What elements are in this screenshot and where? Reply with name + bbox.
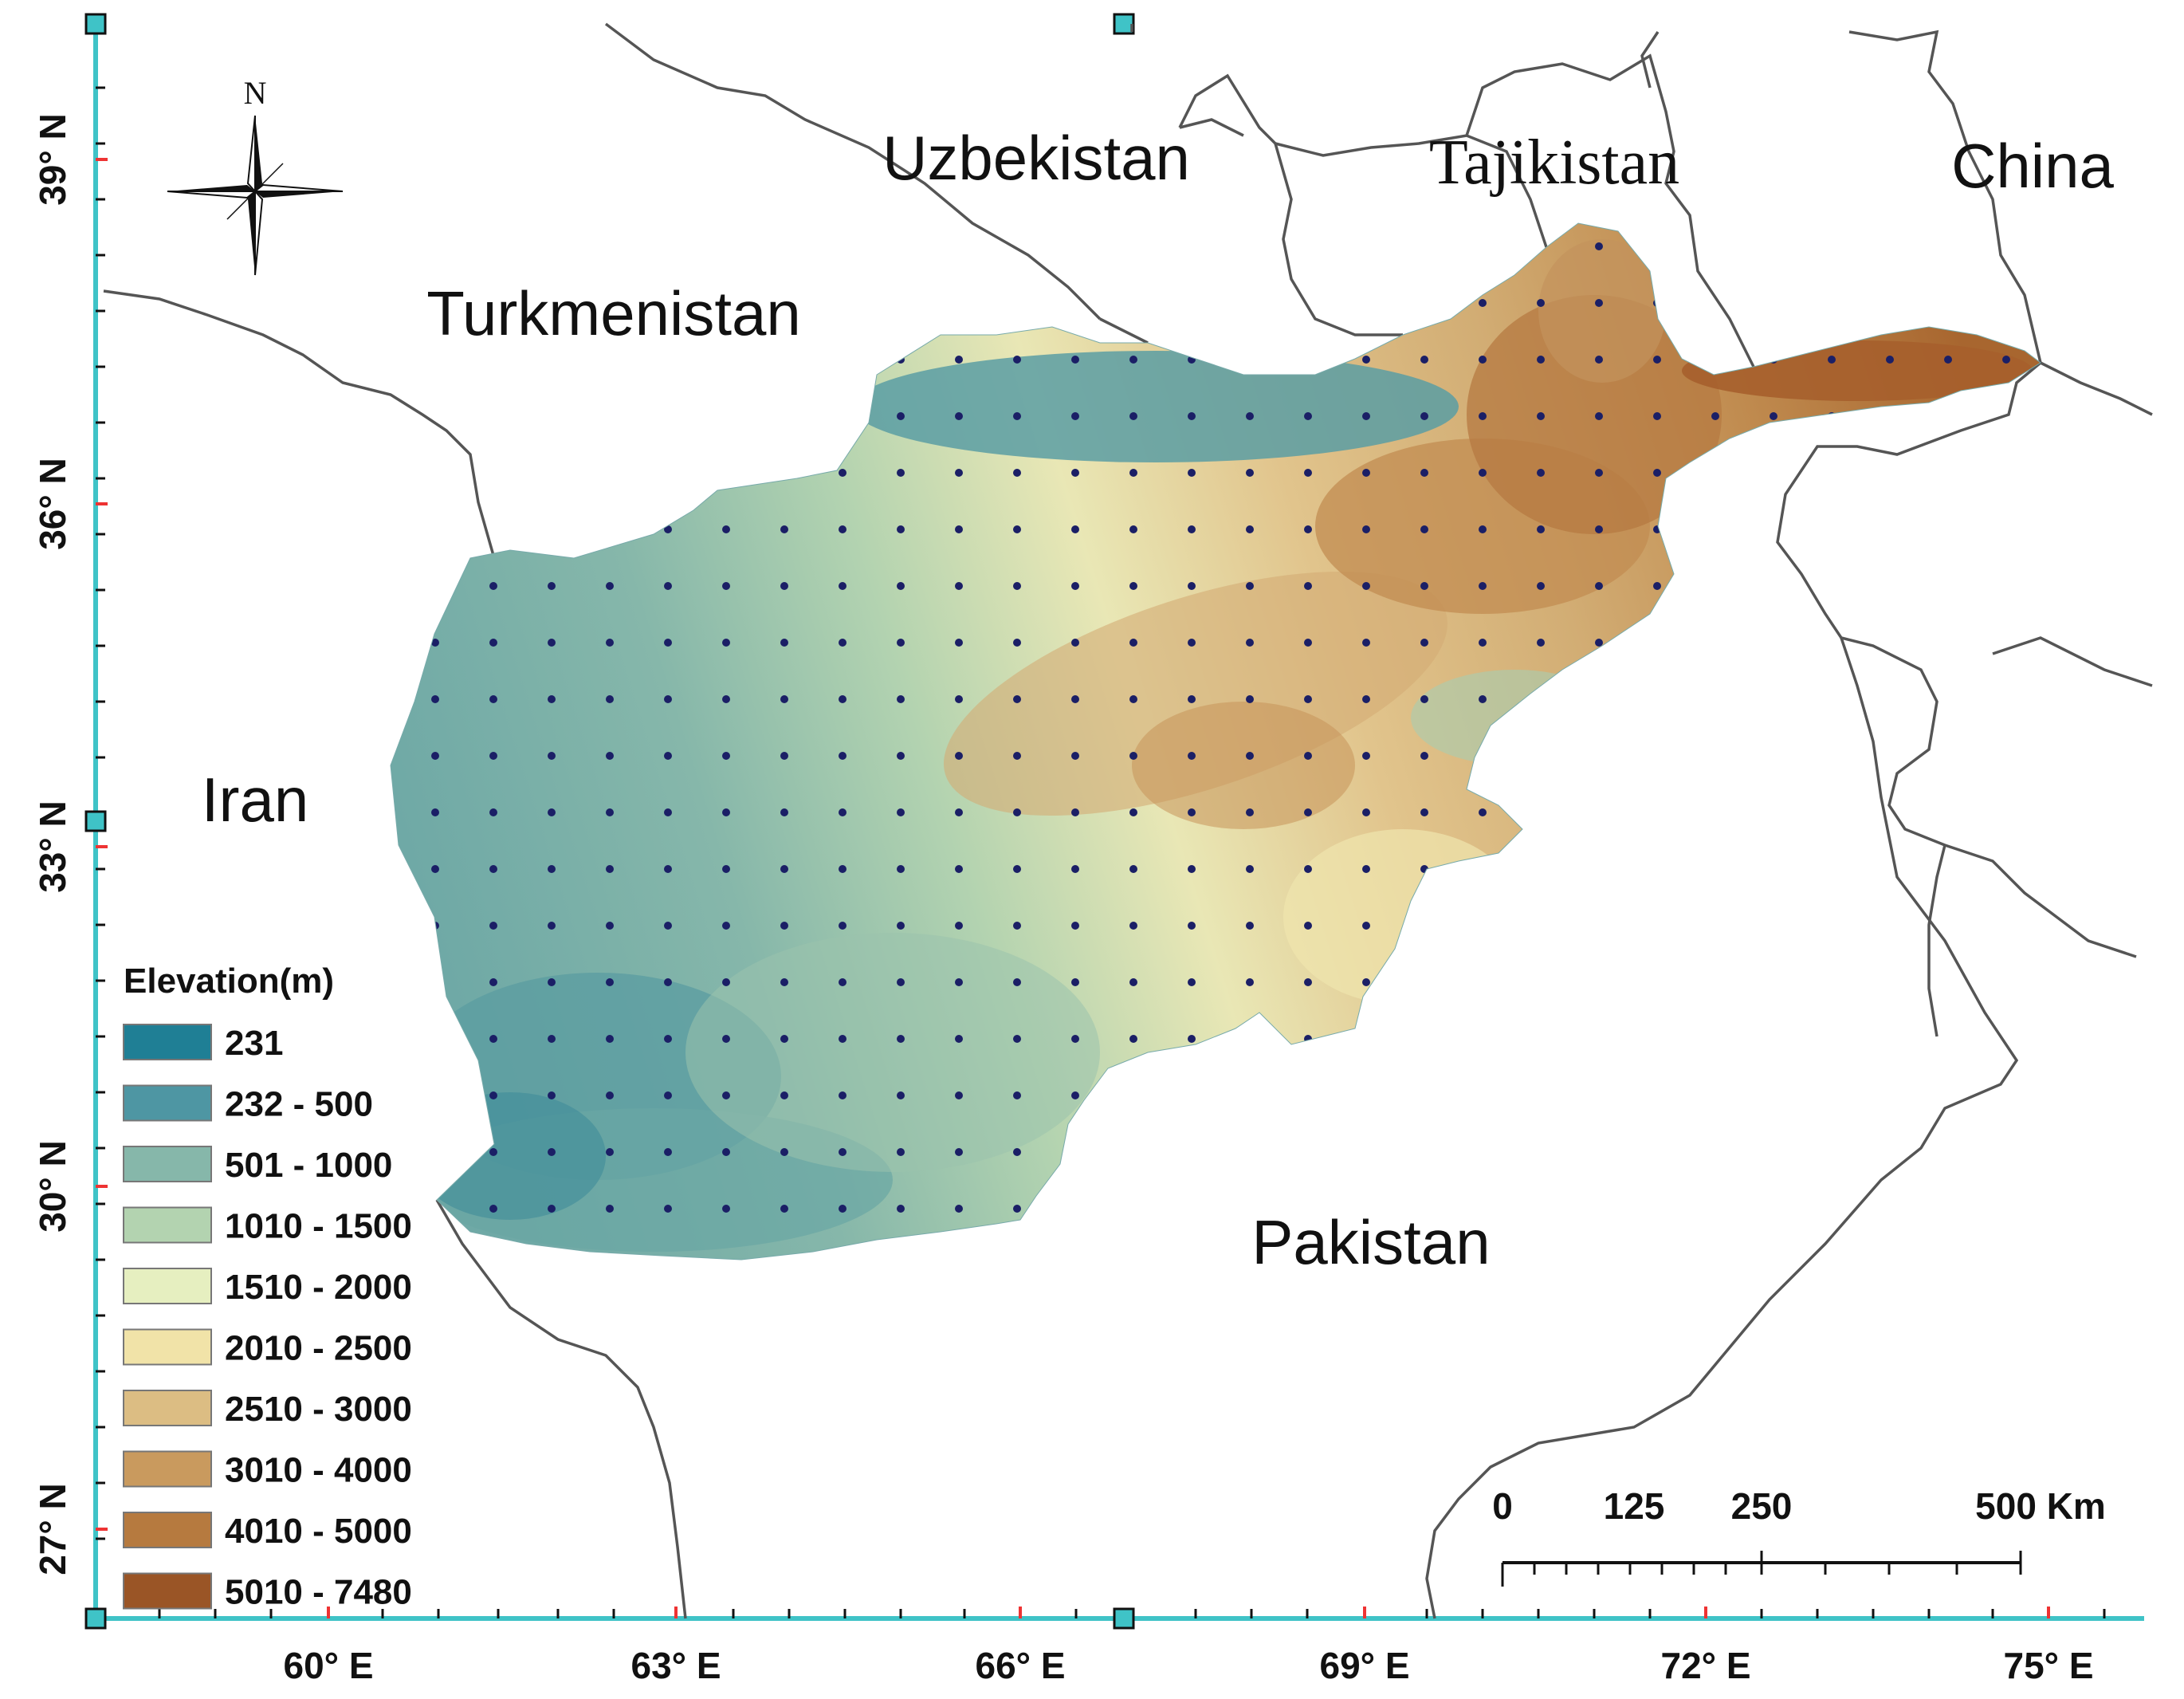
lat-label-27: 27° N bbox=[32, 1483, 73, 1575]
label-turkmenistan: Turkmenistan bbox=[426, 278, 801, 348]
legend-label: 1510 - 2000 bbox=[225, 1268, 412, 1307]
scale-label-0: 0 bbox=[1492, 1485, 1513, 1527]
lat-label-30: 30° N bbox=[32, 1140, 73, 1233]
legend-swatch bbox=[123, 1084, 212, 1122]
lon-label-63: 63° E bbox=[630, 1645, 721, 1686]
legend-swatch bbox=[123, 1390, 212, 1426]
lat-label-39: 39° N bbox=[32, 113, 73, 206]
scale-label-250: 250 bbox=[1731, 1485, 1793, 1527]
legend-label: 501 - 1000 bbox=[225, 1146, 392, 1185]
north-label: N bbox=[244, 75, 267, 111]
legend-label: 2510 - 3000 bbox=[225, 1390, 412, 1429]
lon-label-60: 60° E bbox=[283, 1645, 373, 1686]
lon-label-75: 75° E bbox=[2003, 1645, 2093, 1686]
legend-label: 231 bbox=[225, 1024, 283, 1063]
label-china: China bbox=[1951, 131, 2114, 201]
legend-swatch bbox=[123, 1146, 212, 1182]
legend-swatch bbox=[123, 1512, 212, 1548]
label-pakistan: Pakistan bbox=[1251, 1207, 1490, 1277]
legend-swatch bbox=[123, 1450, 212, 1488]
label-uzbekistan: Uzbekistan bbox=[882, 123, 1190, 193]
lon-label-69: 69° E bbox=[1319, 1645, 1409, 1686]
legend-title: Elevation(m) bbox=[124, 962, 334, 1001]
legend-swatch bbox=[123, 1268, 212, 1304]
legend-swatch bbox=[123, 1206, 212, 1244]
longitude-labels: 60° E 63° E 66° E 69° E 72° E 75° E bbox=[283, 1645, 2093, 1686]
legend-label: 1010 - 1500 bbox=[225, 1207, 412, 1246]
latitude-labels: 39° N 36° N 33° N 30° N 27° N bbox=[32, 113, 73, 1575]
legend-label: 3010 - 4000 bbox=[225, 1451, 412, 1490]
north-arrow: N bbox=[167, 75, 344, 276]
legend-swatch bbox=[123, 1024, 212, 1060]
legend-label: 5010 - 7480 bbox=[225, 1573, 412, 1612]
country-borders bbox=[103, 22, 2153, 1619]
legend-swatch bbox=[123, 1572, 212, 1610]
lon-label-72: 72° E bbox=[1660, 1645, 1750, 1686]
map-frame bbox=[84, 13, 2144, 1630]
legend-label: 2010 - 2500 bbox=[225, 1329, 412, 1368]
label-tajikistan: Tajikistan bbox=[1429, 128, 1679, 198]
legend-label: 232 - 500 bbox=[225, 1085, 373, 1124]
scale-label-500: 500 Km bbox=[1975, 1485, 2106, 1527]
lon-label-66: 66° E bbox=[975, 1645, 1065, 1686]
lat-label-36: 36° N bbox=[32, 458, 73, 550]
legend-label: 4010 - 5000 bbox=[225, 1512, 412, 1551]
scale-label-125: 125 bbox=[1604, 1485, 1665, 1527]
afghanistan-elevation bbox=[390, 222, 2041, 1260]
label-iran: Iran bbox=[202, 765, 308, 835]
elevation-legend: Elevation(m) 231 232 - 500 501 - 1000 1010 … bbox=[123, 962, 412, 1612]
legend-swatch bbox=[123, 1328, 212, 1366]
scale-bar: 0 125 250 500 Km bbox=[1492, 1485, 2106, 1587]
lat-label-33: 33° N bbox=[32, 800, 73, 893]
